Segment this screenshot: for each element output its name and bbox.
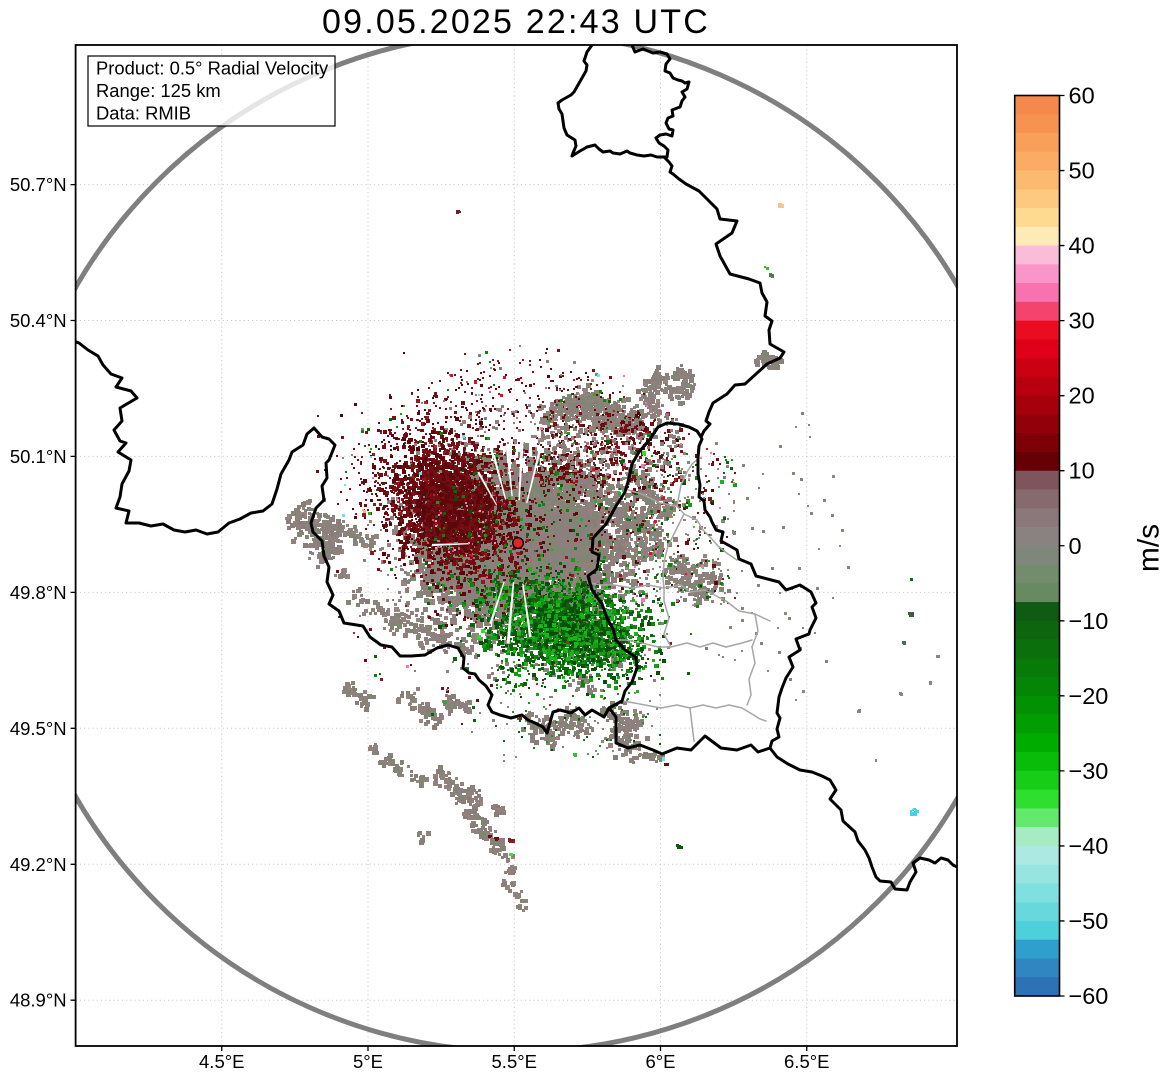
svg-text:−20: −20 <box>1069 683 1109 709</box>
svg-text:50.1°N: 50.1°N <box>10 446 67 467</box>
svg-text:−10: −10 <box>1069 608 1109 634</box>
svg-text:4.5°E: 4.5°E <box>199 1051 244 1072</box>
svg-text:49.5°N: 49.5°N <box>10 718 67 739</box>
svg-text:50.4°N: 50.4°N <box>10 310 67 331</box>
svg-text:0: 0 <box>1069 533 1082 559</box>
svg-text:20: 20 <box>1069 383 1095 409</box>
svg-text:Data: RMIB: Data: RMIB <box>96 103 191 124</box>
svg-text:5.5°E: 5.5°E <box>492 1051 537 1072</box>
svg-text:50: 50 <box>1069 158 1095 184</box>
svg-text:−40: −40 <box>1069 833 1109 859</box>
svg-text:−30: −30 <box>1069 758 1109 784</box>
svg-text:Range: 125 km: Range: 125 km <box>96 80 221 101</box>
svg-text:40: 40 <box>1069 233 1095 259</box>
svg-text:49.8°N: 49.8°N <box>10 582 67 603</box>
svg-text:−60: −60 <box>1069 983 1109 1009</box>
svg-text:5°E: 5°E <box>353 1051 383 1072</box>
svg-text:49.2°N: 49.2°N <box>10 854 67 875</box>
svg-text:48.9°N: 48.9°N <box>10 990 67 1011</box>
svg-text:6.5°E: 6.5°E <box>784 1051 829 1072</box>
svg-text:6°E: 6°E <box>645 1051 675 1072</box>
svg-text:50.7°N: 50.7°N <box>10 174 67 195</box>
svg-text:Product: 0.5° Radial Velocity: Product: 0.5° Radial Velocity <box>96 58 329 79</box>
svg-text:m/s: m/s <box>1133 524 1166 572</box>
svg-text:09.05.2025 22:43 UTC: 09.05.2025 22:43 UTC <box>322 3 710 41</box>
svg-text:10: 10 <box>1069 458 1095 484</box>
svg-text:30: 30 <box>1069 308 1095 334</box>
svg-text:60: 60 <box>1069 83 1095 109</box>
svg-text:−50: −50 <box>1069 908 1109 934</box>
